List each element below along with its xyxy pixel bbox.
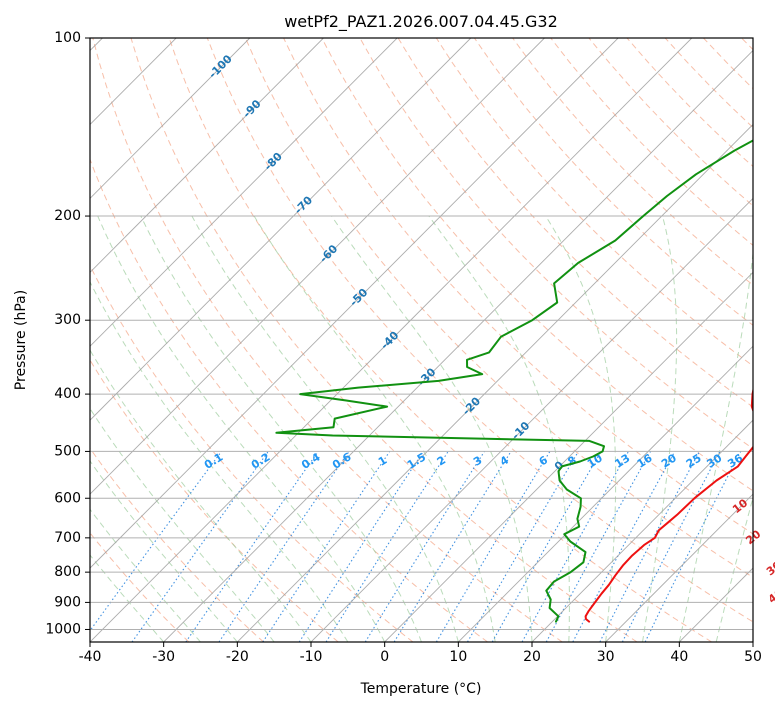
x-tick-label: -40 <box>79 649 102 665</box>
mixing-ratio-label: 16 <box>635 451 655 470</box>
mixing-ratio-label: 6 <box>537 453 551 468</box>
dry-adiabat-line <box>436 38 775 642</box>
dry-adiabat-line <box>589 38 775 642</box>
mixing-ratio-label: 30 <box>704 451 724 470</box>
isotherm-label: -90 <box>240 97 263 120</box>
mixing-ratio-label: 8 <box>565 454 578 469</box>
mixing-ratio-line <box>365 451 484 642</box>
mixing-ratio-line <box>600 451 700 642</box>
isotherm-line <box>606 38 775 642</box>
isotherm-label: -50 <box>347 286 370 309</box>
x-tick-label: -30 <box>152 649 175 665</box>
y-tick-label: 400 <box>54 386 81 402</box>
x-tick-label: 0 <box>380 649 389 665</box>
moist-adiabat-line <box>0 216 164 642</box>
dry-adiabat-line <box>284 38 775 642</box>
mixing-ratio-line <box>436 451 550 642</box>
x-axis-label: Temperature (°C) <box>360 681 482 697</box>
mixing-ratio-label: 0.1 <box>202 450 225 471</box>
y-tick-label: 100 <box>54 30 81 46</box>
dry-adiabat-line <box>742 38 775 642</box>
isotherm-line <box>237 38 775 642</box>
isotherm-line <box>0 38 471 642</box>
y-tick-label: 300 <box>54 312 81 328</box>
mixing-ratio-label: 1 <box>376 454 389 469</box>
wetbulb-label: 30 <box>764 559 775 579</box>
isotherm-label: -70 <box>292 193 315 216</box>
x-tick-label: 40 <box>670 649 688 665</box>
y-axis-label: Pressure (hPa) <box>13 290 29 390</box>
x-tick-label: 10 <box>449 649 467 665</box>
x-tick-label: 30 <box>597 649 615 665</box>
isotherm-line <box>0 38 397 642</box>
isotherm-line <box>385 38 775 642</box>
moist-adiabat-line <box>0 216 200 642</box>
y-tick-label: 1000 <box>45 621 81 637</box>
y-tick-label: 200 <box>54 208 81 224</box>
mixing-ratio-line <box>82 451 222 642</box>
isotherm-label: -100 <box>206 52 235 81</box>
dry-adiabat-line <box>665 38 775 642</box>
mixing-ratio-label: 0.2 <box>249 450 272 471</box>
dry-adiabat-line <box>17 38 413 642</box>
isotherm-label: -40 <box>378 329 401 352</box>
mixing-ratio-label: 0.4 <box>299 450 323 472</box>
isotherm-line <box>0 38 544 642</box>
chart-title: wetPf2_PAZ1.2026.007.04.45.G32 <box>284 12 558 32</box>
isotherm-line <box>164 38 766 642</box>
mixing-ratio-label: 2 <box>435 454 448 469</box>
x-tick-label: -10 <box>300 649 323 665</box>
x-tick-label: 50 <box>744 649 762 665</box>
wetbulb-label: 40 <box>766 586 775 606</box>
y-tick-label: 500 <box>54 443 81 459</box>
dry-adiabat-line <box>169 38 712 642</box>
mixing-ratio-line <box>546 451 650 642</box>
y-tick-label: 800 <box>54 564 81 580</box>
moist-adiabat-line <box>332 216 532 642</box>
isotherm-line <box>679 38 775 642</box>
x-tick-label: 20 <box>523 649 541 665</box>
mixing-ratio-line <box>299 451 423 642</box>
mixing-ratio-line <box>263 451 390 642</box>
dry-adiabat-line <box>55 38 488 642</box>
dry-adiabat-line <box>513 38 775 642</box>
mixing-ratio-line <box>522 451 628 642</box>
mixing-ratio-label: 10 <box>585 451 605 470</box>
y-tick-label: 700 <box>54 530 81 546</box>
y-tick-label: 900 <box>54 594 81 610</box>
isotherm-line <box>0 38 250 642</box>
isotherm-line <box>16 38 618 642</box>
profile-series-layer <box>276 38 775 622</box>
moist-adiabat-line <box>0 216 237 642</box>
mixing-ratio-line <box>326 451 448 642</box>
isotherm-line <box>0 38 323 642</box>
isotherm-line <box>458 38 775 642</box>
dry-adiabat-line <box>0 38 338 642</box>
mixing-ratio-label: 3 <box>471 454 484 469</box>
moist-adiabat-line <box>0 216 274 642</box>
y-tick-label: 600 <box>54 490 81 506</box>
x-tick-label: -20 <box>226 649 249 665</box>
isotherm-label: -30 <box>415 365 438 388</box>
isotherm-label: -80 <box>262 150 285 173</box>
dewpoint-profile-line <box>276 38 775 622</box>
plot-frame <box>90 38 753 642</box>
mixing-ratio-label: 4 <box>498 453 512 468</box>
isotherm-line <box>753 38 775 642</box>
mixing-ratio-label: 20 <box>659 451 679 470</box>
